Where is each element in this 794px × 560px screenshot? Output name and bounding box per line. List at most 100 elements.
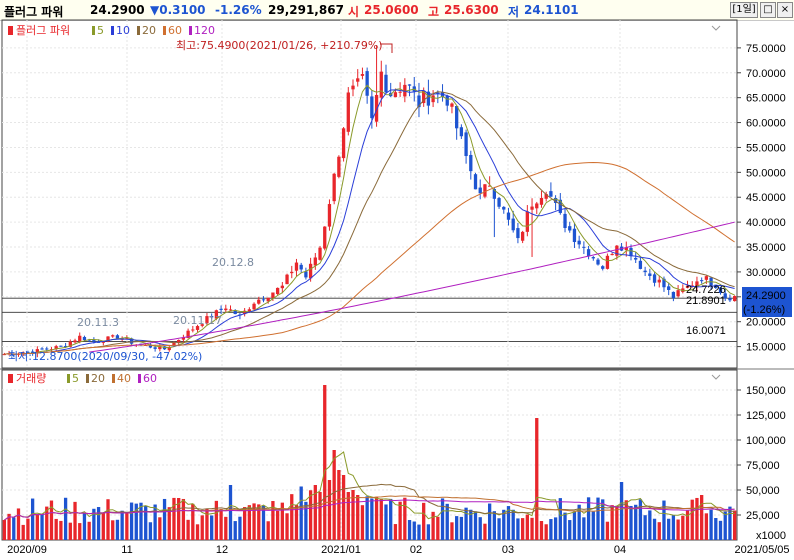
volume-bar: [106, 499, 110, 540]
price-tick-label: 65.0000: [746, 93, 786, 105]
trade-volume: 29,291,867: [268, 3, 344, 17]
volume-bar: [224, 516, 228, 540]
volume-bar: [459, 516, 464, 540]
volume-bar: [379, 498, 383, 540]
legend-swatch: [112, 374, 115, 383]
volume-bar: [497, 518, 501, 540]
volume-bar: [172, 497, 176, 540]
candle-body: [63, 345, 68, 347]
candle-body: [92, 340, 96, 342]
volume-bar: [615, 506, 619, 540]
volume-bar: [299, 486, 303, 540]
candle-body: [186, 330, 190, 338]
candle-body: [125, 338, 129, 340]
volume-bar: [577, 504, 581, 540]
candle-body: [723, 293, 727, 299]
candle-body: [341, 128, 346, 159]
candle-body: [563, 213, 567, 228]
price-tick-label: 75.0000: [746, 43, 786, 55]
volume-bar: [252, 503, 256, 540]
candle-body: [629, 247, 633, 257]
legend-swatch: [92, 26, 95, 35]
volume-bar: [426, 524, 431, 540]
volume-bar: [337, 470, 341, 540]
volume-bar: [704, 513, 709, 540]
volume-bar: [535, 418, 539, 540]
candle-body: [549, 191, 553, 197]
candle-body: [407, 84, 412, 86]
volume-bar: [483, 523, 487, 540]
volume-legend: 거래량 5 20 40 60: [8, 372, 157, 385]
volume-bar: [318, 492, 322, 540]
volume-bar: [49, 500, 54, 540]
x-tick-label: 02: [410, 544, 422, 556]
candle-body: [228, 309, 233, 311]
candle-body: [643, 270, 647, 273]
volume-bar: [82, 513, 87, 540]
volume-bar: [516, 518, 520, 540]
candle-body: [313, 257, 317, 266]
volume-bar: [478, 517, 482, 540]
volume-tick-label: 150,000: [746, 385, 786, 397]
candle-body: [601, 266, 605, 269]
volume-panel-collapse-icon[interactable]: [711, 374, 721, 380]
candle-body: [445, 95, 449, 106]
ma5-line: [4, 84, 735, 355]
candle-body: [318, 247, 322, 260]
volume-bar: [492, 511, 497, 540]
volume-bar: [431, 511, 435, 540]
price-panel-collapse-icon[interactable]: [711, 25, 721, 31]
x-tick-label: 04: [614, 544, 626, 556]
candle-body: [497, 198, 501, 207]
volume-bar: [200, 515, 204, 540]
legend-item: 60: [168, 24, 182, 37]
period-button[interactable]: [1일]: [730, 2, 758, 18]
legend-item: 20: [142, 24, 156, 37]
candle-body: [511, 218, 515, 231]
volume-bar: [370, 498, 374, 540]
volume-tick-label: 50,000: [746, 485, 780, 497]
volume-bar: [139, 502, 143, 540]
price-tick-label: 40.0000: [746, 217, 786, 229]
candle-body: [214, 310, 219, 319]
stock-name: 플러그 파워: [4, 5, 64, 19]
x-tick-label: 2020/09: [7, 544, 47, 556]
candle-body: [596, 259, 600, 265]
candle-body: [172, 342, 176, 346]
volume-tick-label: 100,000: [746, 435, 786, 447]
volume-bar: [181, 498, 186, 540]
price-tick-label: 45.0000: [746, 192, 786, 204]
candle-body: [294, 262, 299, 271]
volume-bar: [487, 503, 492, 540]
candle-body: [492, 189, 497, 199]
volume-bar: [464, 507, 468, 540]
candle-body: [247, 309, 252, 313]
ma120-line: [89, 221, 735, 353]
candle-body: [158, 346, 162, 350]
volume-bar: [450, 522, 454, 540]
candle-body: [252, 303, 256, 310]
candle-body: [648, 273, 652, 276]
legend-item: 10: [116, 24, 130, 37]
candle-body: [323, 226, 327, 249]
volume-bar: [40, 513, 44, 540]
volume-bar: [205, 508, 209, 540]
x-tick-label: 03: [502, 544, 514, 556]
price-tick-label: 20.0000: [746, 317, 786, 329]
candle-body: [568, 226, 572, 231]
candle-body: [384, 74, 388, 93]
close-icon[interactable]: ×: [777, 2, 793, 18]
point-label-nov17: 20.11.17: [173, 314, 222, 327]
candle-body: [68, 341, 72, 347]
legend-item: 5: [97, 24, 104, 37]
volume-bar: [115, 519, 120, 540]
restore-icon[interactable]: □: [760, 2, 776, 18]
volume-bar: [30, 498, 35, 540]
candle-body: [652, 274, 657, 283]
volume-bar: [247, 505, 252, 540]
candle-body: [591, 257, 595, 259]
volume-bar: [186, 519, 190, 540]
volume-bar: [601, 499, 605, 540]
volume-bar: [389, 498, 393, 540]
